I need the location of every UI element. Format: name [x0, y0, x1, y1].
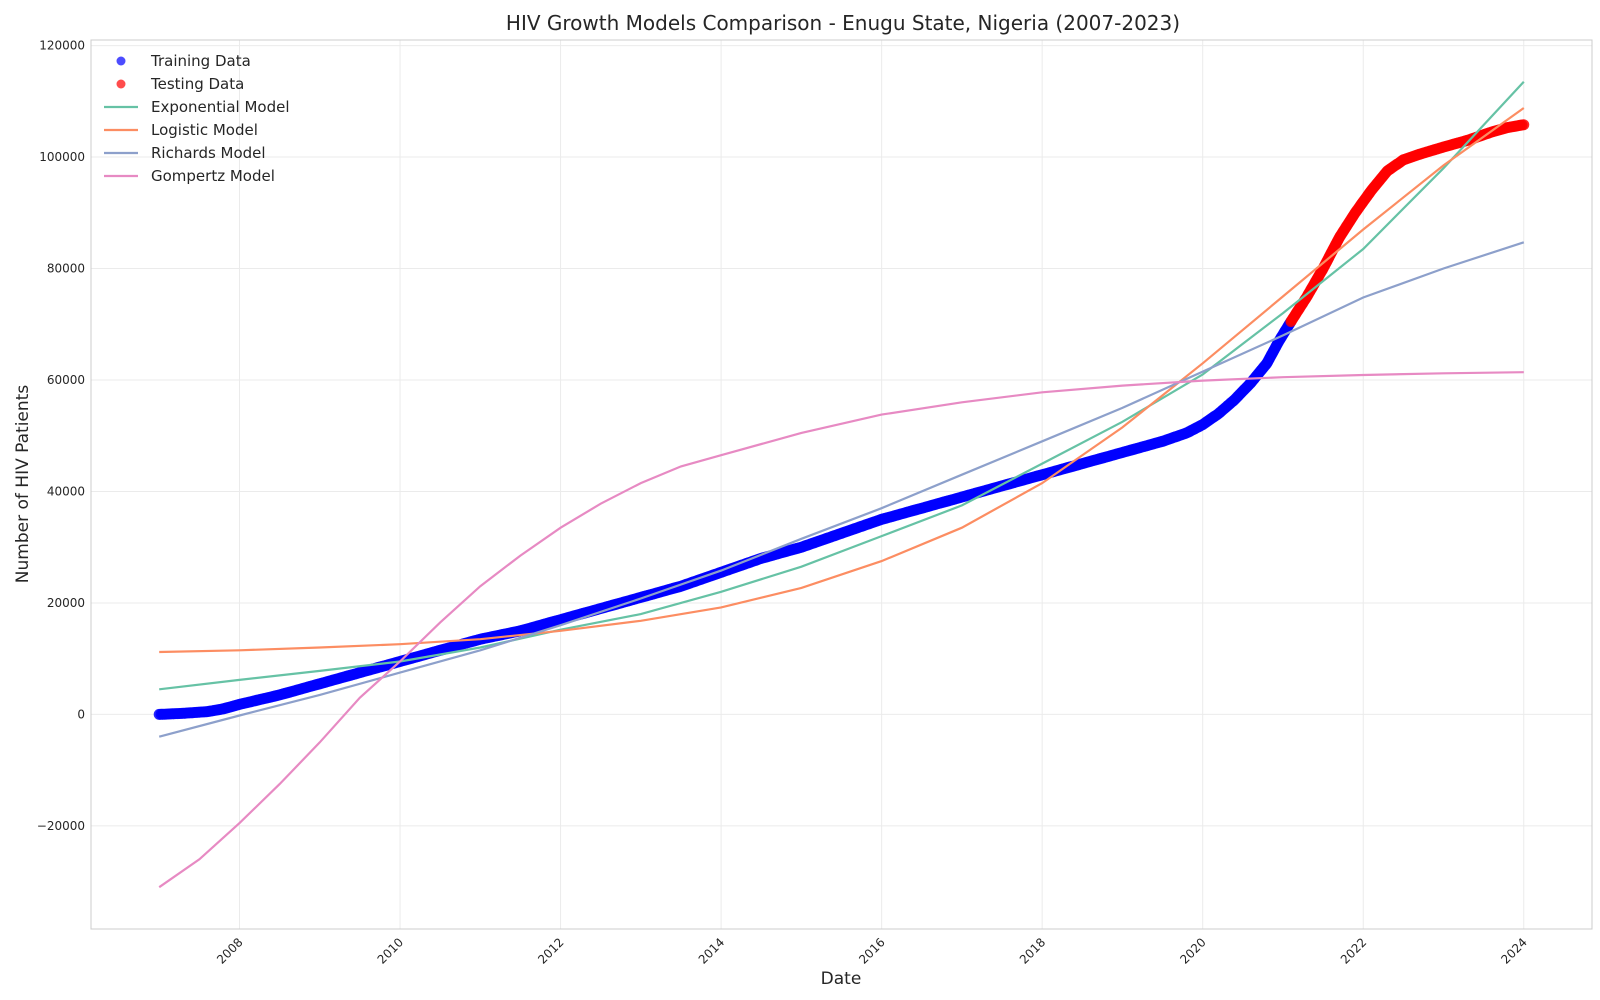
testing-data-series	[1285, 119, 1530, 327]
richards-model-line	[158, 241, 1525, 738]
legend-item-gompertz-model: Gompertz Model	[104, 167, 275, 185]
exponential-model-series	[159, 81, 1525, 691]
richards-model-series	[158, 241, 1525, 738]
x-tick-label: 2010	[375, 935, 406, 966]
legend-label: Testing Data	[150, 75, 244, 93]
y-tick-label: 120000	[39, 39, 85, 53]
legend-label: Training Data	[150, 52, 251, 70]
x-tick-label: 2014	[696, 935, 727, 966]
logistic-model-line	[159, 107, 1525, 654]
legend-label: Gompertz Model	[151, 167, 275, 185]
legend-label: Richards Model	[151, 144, 266, 162]
gompertz-model-series	[158, 371, 1524, 889]
x-tick-label: 2020	[1177, 935, 1208, 966]
logistic-model-series	[159, 107, 1525, 654]
legend: Training Data Testing Data Exponential Mod…	[104, 52, 290, 185]
x-axis-ticks: 2008 2010 2012 2014 2016 2018 2020 2022 2024	[214, 935, 1530, 966]
x-tick-label: 2012	[535, 935, 566, 966]
legend-item-testing-data: Testing Data	[116, 75, 244, 93]
gompertz-model-line	[158, 371, 1524, 889]
series-layer	[153, 81, 1530, 889]
testing-data-point	[1518, 119, 1530, 131]
legend-item-training-data: Training Data	[116, 52, 251, 70]
legend-item-exponential-model: Exponential Model	[104, 98, 290, 116]
x-axis-label: Date	[821, 969, 862, 989]
gridlines	[91, 40, 1592, 929]
y-axis-label: Number of HIV Patients	[13, 385, 33, 584]
x-tick-label: 2016	[856, 935, 887, 966]
legend-label: Logistic Model	[151, 121, 258, 139]
exponential-model-line	[159, 81, 1525, 691]
training-data-series	[153, 315, 1297, 720]
legend-item-logistic-model: Logistic Model	[104, 121, 258, 139]
x-tick-label: 2022	[1338, 935, 1369, 966]
chart-title: HIV Growth Models Comparison - Enugu Sta…	[506, 11, 1180, 35]
x-tick-label: 2018	[1017, 935, 1048, 966]
y-axis-ticks: −20000 0 20000 40000 60000 80000 100000 120000	[37, 39, 85, 833]
legend-item-richards-model: Richards Model	[104, 144, 266, 162]
x-tick-label: 2008	[214, 935, 245, 966]
legend-swatch	[116, 56, 126, 66]
y-tick-label: −20000	[37, 819, 85, 833]
y-tick-label: 100000	[39, 150, 85, 164]
legend-swatch	[116, 79, 126, 89]
x-tick-label: 2024	[1498, 935, 1529, 966]
y-tick-label: 20000	[47, 596, 85, 610]
y-tick-label: 40000	[47, 484, 85, 498]
legend-label: Exponential Model	[151, 98, 290, 116]
plot-frame	[90, 39, 1593, 930]
y-tick-label: 0	[77, 707, 85, 721]
y-tick-label: 60000	[47, 373, 85, 387]
y-tick-label: 80000	[47, 262, 85, 276]
